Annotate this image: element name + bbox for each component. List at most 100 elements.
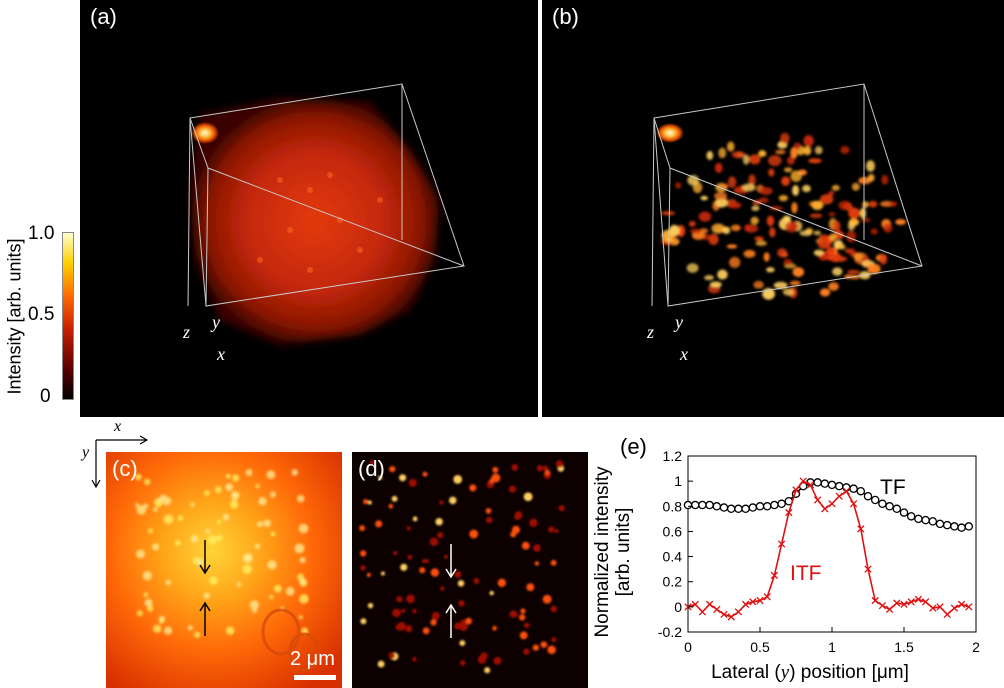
- speckle: [689, 228, 702, 234]
- speckle: [778, 194, 788, 202]
- speckle: [377, 660, 385, 668]
- point-tf: [849, 484, 858, 493]
- speckle: [808, 158, 822, 164]
- scalebar-label: 2 μm: [290, 648, 335, 670]
- speckle: [846, 269, 860, 275]
- speckle: [554, 528, 559, 534]
- point-itf: [857, 525, 865, 533]
- speckle: [135, 473, 142, 481]
- speckle: [454, 570, 462, 578]
- hot-spot: [656, 123, 684, 143]
- speckle: [136, 505, 147, 515]
- speckle: [768, 155, 782, 167]
- speckle: [489, 590, 494, 596]
- speckle: [769, 206, 783, 211]
- point-itf: [741, 600, 750, 609]
- colorbar-tick-bottom: 0: [40, 386, 51, 407]
- speckle: [144, 598, 153, 607]
- speckle: [769, 227, 776, 238]
- speckle: [860, 218, 871, 223]
- speckle: [718, 147, 727, 159]
- speckle: [509, 610, 518, 618]
- speckle: [777, 248, 787, 258]
- speckle: [782, 215, 792, 223]
- panel-label-d: (d): [358, 456, 385, 481]
- point-itf: [943, 610, 951, 619]
- speckle: [802, 184, 811, 193]
- scalebar: [294, 675, 336, 680]
- speckle: [520, 608, 526, 614]
- speckle: [729, 256, 741, 268]
- speckle: [870, 228, 878, 235]
- point-tf: [827, 480, 837, 490]
- speckle: [813, 230, 821, 236]
- point-itf: [720, 610, 728, 619]
- speckle: [366, 572, 371, 578]
- speckle: [661, 211, 676, 216]
- y-axis-label: Normalized intensity [arb. units]: [592, 466, 634, 638]
- speckle: [544, 469, 551, 476]
- speckle: [236, 581, 242, 587]
- speckle: [819, 288, 831, 297]
- speckle: [160, 494, 167, 501]
- speckle: [799, 230, 813, 237]
- speckle: [758, 150, 767, 157]
- speckle: [511, 464, 519, 471]
- speckle: [263, 519, 272, 527]
- speckle: [207, 535, 217, 545]
- speckle: [859, 207, 867, 219]
- speckle: [367, 500, 372, 505]
- speckle: [203, 592, 210, 599]
- y-tick-label: 0.4: [663, 549, 683, 565]
- indicator-x-label: x: [114, 418, 122, 435]
- point-itf: [770, 571, 779, 580]
- speckle: [840, 145, 850, 154]
- hot-spot: [191, 122, 219, 144]
- image-itf-slice: [359, 460, 565, 674]
- colorbar-tick-top: 1.0: [28, 223, 55, 244]
- axis-label-y: y: [675, 312, 683, 332]
- speckle: [511, 525, 521, 534]
- speckle: [232, 474, 240, 482]
- speckle: [190, 535, 199, 543]
- point-tf: [777, 499, 786, 509]
- speckle: [558, 505, 565, 512]
- speckle: [249, 600, 259, 610]
- point-itf: [871, 596, 879, 605]
- speckle: [491, 473, 501, 483]
- point-itf: [835, 492, 843, 500]
- speckle: [675, 182, 682, 189]
- speckle: [711, 223, 726, 234]
- speckle: [148, 528, 154, 534]
- speckle: [267, 560, 277, 570]
- speckle: [439, 500, 444, 505]
- arrow-down: [199, 540, 211, 575]
- speckle: [422, 471, 428, 477]
- speckle: [412, 516, 418, 522]
- speckle: [704, 275, 715, 281]
- speckle: [299, 577, 306, 585]
- speckle: [430, 568, 440, 577]
- x-tick-label: 1.5: [894, 639, 914, 655]
- speckle: [163, 626, 173, 635]
- speckle: [473, 577, 480, 584]
- panel-a: (a) z y x: [80, 0, 538, 417]
- speckle: [828, 282, 839, 291]
- speckle: [360, 618, 367, 625]
- point-tf: [950, 522, 959, 531]
- speckle: [547, 645, 556, 655]
- volume-render-tf: [187, 83, 465, 345]
- speckle: [459, 622, 468, 631]
- speckle: [460, 619, 467, 626]
- speckle: [786, 156, 795, 165]
- speckle: [748, 174, 756, 187]
- speckle: [435, 517, 443, 526]
- speckle: [698, 211, 712, 222]
- speckle: [136, 549, 146, 559]
- speckle: [477, 655, 487, 664]
- speckle: [818, 239, 831, 249]
- speckle: [519, 614, 526, 621]
- point-itf: [813, 496, 822, 504]
- point-tf: [942, 520, 952, 530]
- speckle: [783, 167, 793, 173]
